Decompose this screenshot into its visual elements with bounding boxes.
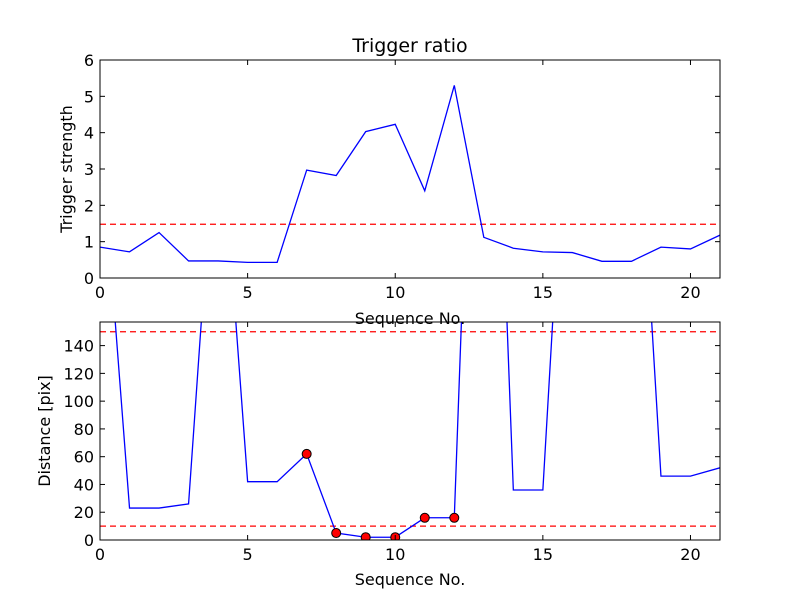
- y-tick-label: 120: [63, 364, 94, 383]
- chart-title: Trigger ratio: [351, 35, 467, 57]
- series-line: [100, 85, 720, 264]
- data-point-marker: [449, 512, 460, 523]
- plot-frame: [99, 321, 721, 541]
- x-tick-label: 10: [385, 283, 405, 302]
- y-tick-label: 6: [84, 51, 94, 70]
- y-axis-label: Trigger strength: [57, 105, 76, 234]
- x-tick-label: 5: [243, 545, 253, 564]
- x-tick-label: 0: [95, 545, 105, 564]
- y-tick-label: 140: [63, 337, 94, 356]
- trigger-ratio-chart: Trigger ratio 0 5 10 15 20 0 1 2 3 4 5 6 Sequence N…: [57, 35, 721, 328]
- y-tick-label: 80: [74, 420, 94, 439]
- x-tick-label: 20: [680, 545, 700, 564]
- y-tick-label: 0: [84, 269, 94, 288]
- y-tick-label: 100: [63, 392, 94, 411]
- data-point-marker: [301, 448, 312, 459]
- y-tick-label: 40: [74, 475, 94, 494]
- y-tick-label: 5: [84, 87, 94, 106]
- data-point-marker: [331, 528, 342, 539]
- x-tick-label: 15: [533, 283, 553, 302]
- x-tick-label: 10: [385, 545, 405, 564]
- y-axis-label: Distance [pix]: [35, 375, 54, 487]
- x-tick-label: 0: [95, 283, 105, 302]
- plot-frame: [99, 59, 721, 279]
- x-tick-label: 15: [533, 545, 553, 564]
- y-tick-label: 4: [84, 124, 94, 143]
- x-axis-label: Sequence No.: [355, 309, 466, 328]
- y-tick-label: 60: [74, 448, 94, 467]
- y-tick-label: 1: [84, 233, 94, 252]
- x-tick-label: 5: [243, 283, 253, 302]
- x-tick-label: 20: [680, 283, 700, 302]
- data-point-marker: [419, 512, 430, 523]
- series-line: [114, 322, 720, 538]
- y-tick-label: 2: [84, 196, 94, 215]
- data-point-marker: [360, 532, 371, 540]
- y-tick-label: 20: [74, 503, 94, 522]
- x-axis-label: Sequence No.: [355, 570, 466, 589]
- y-tick-label: 0: [84, 531, 94, 550]
- y-tick-label: 3: [84, 160, 94, 179]
